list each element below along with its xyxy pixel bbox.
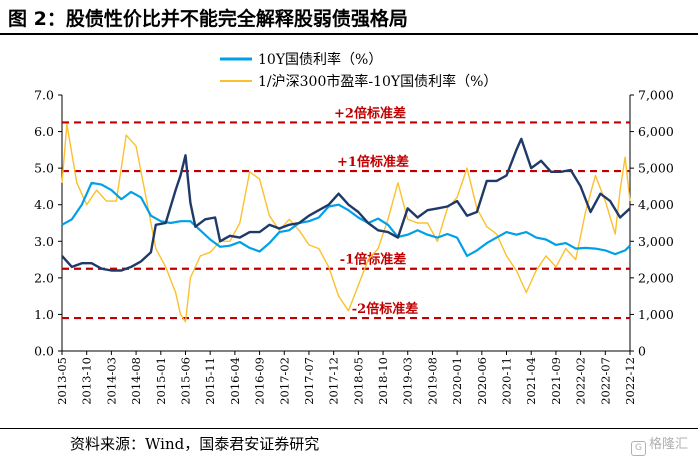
x-tick-label: 2021-09	[549, 357, 563, 405]
right-tick-label: 1,000	[638, 307, 674, 322]
series-equity-bond-spread-line	[61, 123, 631, 323]
x-tick-label: 2013-10	[80, 357, 94, 405]
x-tick-label: 2020-06	[475, 357, 489, 405]
x-tick-label: 2014-08	[129, 357, 143, 405]
axes: 0.0 1.0 2.0 3.0 4.0 5.0 6.0 7.0 0 1,000 2,000 3,000…	[34, 88, 674, 405]
left-tick-label: 2.0	[34, 270, 54, 285]
figure-title: 图 2：股债性价比并不能完全解释股弱债强格局	[8, 8, 408, 30]
x-tick-label: 2018-05	[351, 357, 365, 405]
x-tick-label: 2017-02	[277, 357, 291, 405]
right-tick-label: 5,000	[638, 161, 674, 176]
x-tick-label: 2017-12	[327, 357, 341, 405]
left-tick-label: 3.0	[34, 234, 54, 249]
right-tick-label: 6,000	[638, 124, 674, 139]
band-label: +2倍标准差	[334, 105, 406, 121]
band-label: +1倍标准差	[337, 154, 409, 170]
left-tick-label: 5.0	[34, 161, 54, 176]
x-tick-label: 2013-05	[55, 357, 69, 405]
right-tick-label: 3,000	[638, 234, 674, 249]
series-layer	[61, 123, 631, 323]
x-tick-label: 2014-03	[104, 357, 118, 405]
chart: 0.0 1.0 2.0 3.0 4.0 5.0 6.0 7.0 0 1,000 2,000 3,000…	[34, 51, 674, 405]
x-tick-label: 2018-10	[376, 357, 390, 405]
series-hs300-index-line	[61, 137, 631, 272]
right-tick-label: 2,000	[638, 270, 674, 285]
x-tick-label: 2016-04	[228, 357, 242, 405]
left-tick-label: 4.0	[34, 197, 54, 212]
x-tick-label: 2016-09	[253, 357, 267, 405]
bottom-rule	[0, 428, 698, 429]
legend-item-spread: 1/沪深300市盈率-10Y国债利率（%）	[220, 73, 497, 90]
left-tick-label: 0.0	[34, 344, 54, 359]
x-tick-label: 2015-06	[178, 357, 192, 405]
x-tick-label: 2015-01	[154, 357, 168, 405]
x-tick-label: 2021-04	[524, 357, 538, 405]
x-tick-label: 2022-12	[623, 357, 637, 405]
x-tick-label: 2015-11	[203, 357, 217, 405]
watermark-text: 格隆汇	[648, 437, 688, 452]
x-tick-label: 2020-01	[450, 357, 464, 405]
x-tick-label: 2022-02	[574, 357, 588, 405]
band-label: -2倍标准差	[352, 301, 418, 317]
title-rule	[0, 33, 698, 35]
source-note: 资料来源：Wind，国泰君安证券研究	[70, 435, 320, 453]
left-tick-label: 6.0	[34, 124, 54, 139]
watermark: G 格隆汇	[630, 433, 688, 456]
watermark-logo-icon: G	[630, 441, 646, 456]
legend: 10Y国债利率（%） 1/沪深300市盈率-10Y国债利率（%）	[220, 51, 497, 90]
x-tick-label: 2022-07	[598, 357, 612, 405]
x-tick-label: 2019-08	[425, 357, 439, 405]
legend-label: 10Y国债利率（%）	[258, 51, 382, 68]
right-tick-label: 0	[638, 344, 646, 359]
x-tick-label: 2020-11	[500, 357, 514, 405]
left-tick-label: 1.0	[34, 307, 54, 322]
right-tick-label: 4,000	[638, 197, 674, 212]
x-tick-label: 2019-03	[401, 357, 415, 405]
std-dev-bands: +2倍标准差 +1倍标准差 -1倍标准差 -2倍标准差	[62, 105, 630, 320]
right-tick-label: 7,000	[638, 88, 674, 103]
legend-label: 1/沪深300市盈率-10Y国债利率（%）	[258, 73, 497, 90]
legend-item-10y-yield: 10Y国债利率（%）	[220, 51, 382, 68]
left-tick-label: 7.0	[34, 88, 54, 103]
band-label: -1倍标准差	[340, 252, 406, 268]
x-tick-label: 2017-07	[302, 357, 316, 405]
series-10y-yield-line	[61, 181, 631, 257]
